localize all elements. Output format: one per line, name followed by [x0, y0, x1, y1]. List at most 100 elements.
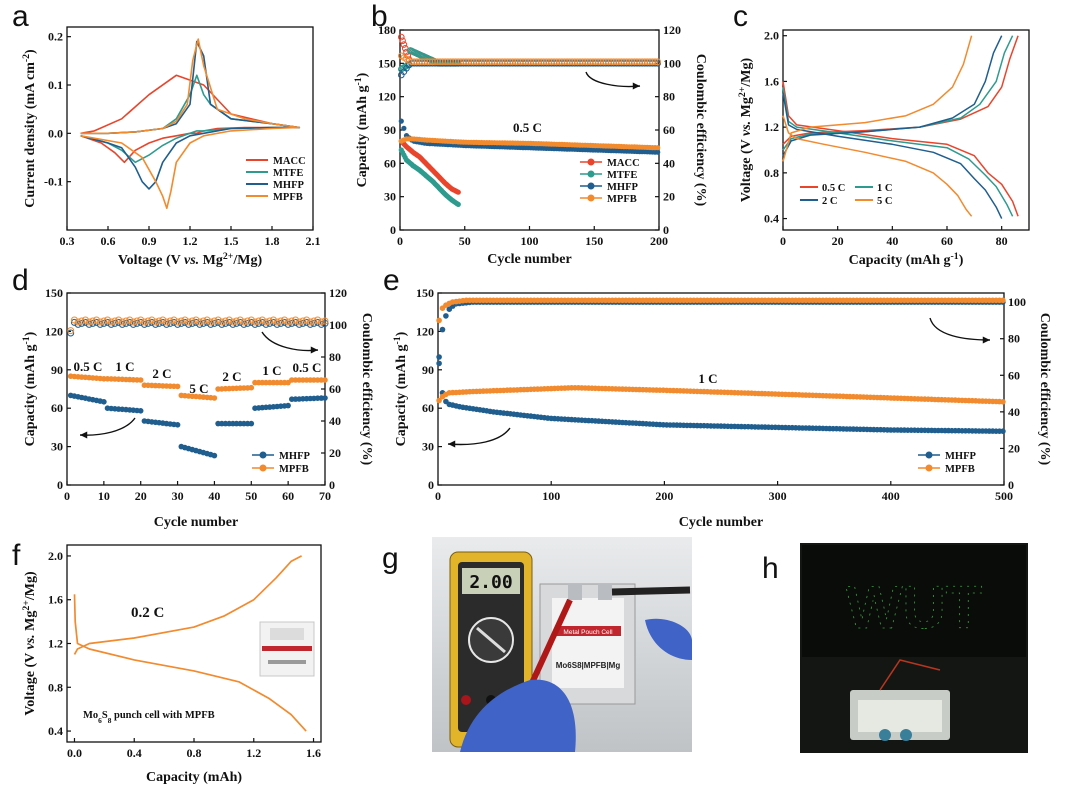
ce-point-MHFP [115, 318, 123, 326]
ce-point-MHFP [269, 318, 277, 326]
y-tick-label: 150 [378, 56, 396, 70]
rate-annotation: 1 C [698, 371, 717, 386]
y-right-tick-label: 100 [663, 56, 681, 70]
ce-point-MPFB [67, 327, 75, 335]
ce-point-MPFB [251, 318, 259, 326]
x-axis-label: Cycle number [487, 252, 571, 267]
y-tick-label: 60 [422, 401, 434, 415]
discharge-curve-2 C [782, 92, 1003, 219]
y-right-tick-label: 100 [1008, 295, 1026, 309]
y-tick-label: 120 [378, 90, 396, 104]
ce-point-MPFB [218, 318, 226, 326]
capacity-point-MPFB [137, 377, 144, 383]
capacity-point-MHFP [398, 118, 404, 124]
ce-point-MPFB [303, 316, 311, 324]
ce-point-MPFB [310, 317, 318, 325]
legend-marker [587, 182, 595, 190]
ce-point-MACC [398, 33, 405, 41]
legend-label: MHFP [273, 180, 304, 191]
ce-point-MPFB [207, 318, 215, 326]
ce-point-MHFP [67, 329, 75, 337]
y-right-tick-label: 120 [329, 286, 347, 300]
y-tick-label: 1.6 [48, 593, 63, 607]
y-right-tick-label: 80 [663, 90, 675, 104]
ce-point-MPFB [295, 318, 303, 326]
ce-point-MHFP [159, 318, 167, 326]
y-right-tick-label: 60 [1008, 368, 1020, 382]
ce-point-MPFB [170, 316, 178, 324]
x-tick-label: 0.9 [142, 234, 157, 248]
x-tick-label: 1.2 [246, 746, 261, 760]
x-tick-label: 200 [650, 234, 668, 248]
ce-point-MPFB [509, 58, 517, 66]
y-right-tick-label: 0 [1008, 478, 1014, 492]
y-right-tick-label: 40 [663, 156, 675, 170]
y-tick-label: 0.4 [48, 724, 63, 738]
ce-point-MPFB [244, 317, 252, 325]
pouch-label: Mo6S8|MPFB|Mg [556, 661, 621, 670]
ce-point-MPFB [115, 316, 123, 324]
ce-point-MPFB [255, 317, 263, 325]
legend-label: MHFP [279, 451, 310, 462]
ce-point-MPFB [486, 58, 493, 66]
charge-curve-2 C [782, 35, 1003, 157]
photo-led: WUT [800, 543, 1028, 753]
ce-point-MHFP [439, 326, 446, 333]
x-tick-label: 30 [172, 489, 184, 503]
arrow-head [80, 431, 88, 439]
ce-point-MPFB [457, 58, 465, 66]
chart-c: 0 20 40 60 80 0.4 0.8 1.2 1.6 2.0 Capacity (mAh g-… [733, 0, 1030, 268]
ce-point-MHFP [181, 318, 189, 326]
ce-point-MPFB [81, 316, 89, 324]
capacity-point-MHFP [137, 408, 144, 414]
legend-marker [587, 170, 595, 178]
x-tick-label: 0.6 [101, 234, 116, 248]
y-right-tick-label: 100 [329, 318, 347, 332]
ce-point-MPFB [196, 318, 204, 326]
ce-point-MPFB [163, 318, 170, 326]
ce-point-MPFB [258, 316, 266, 324]
cv-curve-MPFB [80, 38, 301, 210]
ce-point-MHFP [225, 318, 233, 326]
ce-point-MPFB [192, 316, 200, 324]
ce-point-MPFB [233, 317, 240, 325]
ce-point-MPFB [85, 318, 93, 326]
y-right-tick-label: 20 [1008, 441, 1020, 455]
panel-letter: f [12, 539, 21, 572]
chart-e: 0 100 200 300 400 500030609012015002040608010… [383, 264, 1052, 530]
ce-point-MPFB [431, 58, 439, 66]
ce-point-MHFP [104, 318, 111, 326]
x-tick-label: 10 [98, 489, 110, 503]
y-tick-label: 180 [378, 23, 396, 37]
ce-point-MHFP [436, 354, 442, 360]
rate-label: 0.5 C [293, 360, 322, 375]
x-tick-label: 1.6 [306, 746, 321, 760]
ce-point-MPFB [166, 317, 174, 325]
x-tick-label: 100 [542, 489, 560, 503]
rate-label: 5 C [189, 381, 208, 396]
y-right-tick-label: 60 [329, 382, 341, 396]
rate-annotation: 0.2 C [131, 605, 164, 621]
y-right-tick-label: 20 [329, 446, 341, 460]
ce-point-MPFB [651, 58, 659, 66]
x-tick-label: 200 [655, 489, 673, 503]
y-tick-label: 60 [384, 156, 396, 170]
probe-black [611, 586, 691, 596]
pouch-tag: Metal Pouch Cell [563, 629, 613, 636]
ce-point-MPFB [317, 318, 325, 326]
discharge-curve-1 C [782, 86, 1014, 217]
arrow-head [310, 346, 318, 354]
ce-point-MPFB [203, 316, 211, 324]
rate-label: 0.5 C [74, 359, 103, 374]
ce-point-MPFB [314, 316, 322, 324]
x-tick-label: 0.0 [67, 746, 82, 760]
x-tick-label: 150 [585, 234, 603, 248]
y-tick-label: 90 [384, 123, 396, 137]
ce-point-MHFP [170, 318, 178, 326]
y-right-axis-label: Coulombic efficiency (%) [693, 54, 708, 207]
capacity-point-MPFB [211, 395, 218, 401]
y-tick-label: 120 [45, 324, 63, 338]
x-axis-label: Cycle number [154, 515, 238, 530]
ce-point-MPFB [273, 318, 281, 326]
